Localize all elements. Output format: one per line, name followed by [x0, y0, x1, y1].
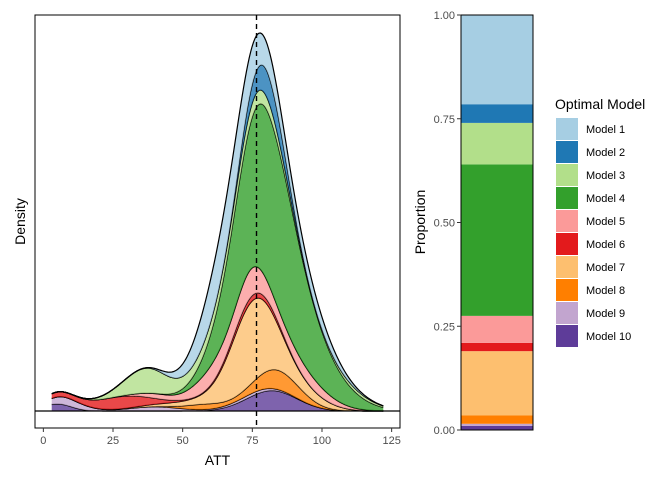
legend-label-model-10: Model 10 [586, 331, 631, 343]
y-tick-label-0.00: 0.00 [434, 425, 455, 437]
proportion-y-ticks: 0.00 0.25 0.50 0.75 1.00 [434, 10, 461, 437]
legend-items: Model 1 Model 2 Model 3 Model 4 Model 5 Model… [556, 118, 631, 347]
bar-segment-model-3 [461, 122, 533, 165]
x-tick-label-25: 25 [107, 435, 119, 447]
density-panel: 0 25 50 75 100 125 ATT Density [12, 14, 401, 468]
y-tick-label-0.50: 0.50 [434, 218, 455, 230]
bar-segment-model-5 [461, 315, 533, 343]
density-area-model-10 [51, 390, 384, 411]
x-tick-label-0: 0 [40, 435, 46, 447]
y-axis-title: Density [12, 198, 28, 245]
bar-segment-model-7 [461, 351, 533, 416]
proportion-panel: 0.00 0.25 0.50 0.75 1.00 Proportion [412, 10, 534, 437]
proportion-bar [461, 15, 533, 430]
legend-key-model-7 [556, 256, 578, 278]
legend-label-model-6: Model 6 [586, 239, 625, 251]
legend-key-model-8 [556, 279, 578, 301]
bar-segment-model-10 [461, 425, 533, 430]
legend-label-model-8: Model 8 [586, 285, 625, 297]
legend-label-model-7: Model 7 [586, 262, 625, 274]
x-tick-label-75: 75 [246, 435, 258, 447]
legend-key-model-10 [556, 325, 578, 347]
y-tick-label-1.00: 1.00 [434, 10, 455, 22]
legend-title: Optimal Model [555, 96, 645, 112]
legend-key-model-4 [556, 187, 578, 209]
bar-segment-model-6 [461, 342, 533, 352]
x-tick-label-50: 50 [177, 435, 189, 447]
density-areas [51, 32, 384, 412]
bar-segment-model-1 [461, 15, 533, 105]
legend-key-model-2 [556, 141, 578, 163]
x-tick-label-125: 125 [382, 435, 400, 447]
bar-segment-model-9 [461, 423, 533, 426]
legend-key-model-5 [556, 210, 578, 232]
legend-label-model-5: Model 5 [586, 216, 625, 228]
legend-key-model-6 [556, 233, 578, 255]
legend-key-model-3 [556, 164, 578, 186]
legend-label-model-9: Model 9 [586, 308, 625, 320]
density-area-model-9 [51, 388, 384, 411]
bar-segment-model-8 [461, 415, 533, 424]
bar-segment-model-2 [461, 104, 533, 123]
density-x-ticks: 0 25 50 75 100 125 [40, 428, 401, 447]
legend-label-model-3: Model 3 [586, 170, 625, 182]
density-outline-model-1 [51, 32, 384, 407]
x-tick-label-100: 100 [313, 435, 331, 447]
y-tick-label-0.25: 0.25 [434, 321, 455, 333]
y-tick-label-0.75: 0.75 [434, 114, 455, 126]
legend-label-model-1: Model 1 [586, 124, 625, 136]
x-axis-title: ATT [205, 452, 231, 468]
legend-key-model-9 [556, 302, 578, 324]
legend-label-model-2: Model 2 [586, 147, 625, 159]
legend-key-model-1 [556, 118, 578, 140]
density-area-model-4 [51, 103, 384, 411]
bar-segment-model-4 [461, 164, 533, 316]
density-area-model-7 [51, 297, 384, 411]
legend-label-model-4: Model 4 [586, 193, 625, 205]
proportion-axis-title: Proportion [412, 190, 428, 255]
